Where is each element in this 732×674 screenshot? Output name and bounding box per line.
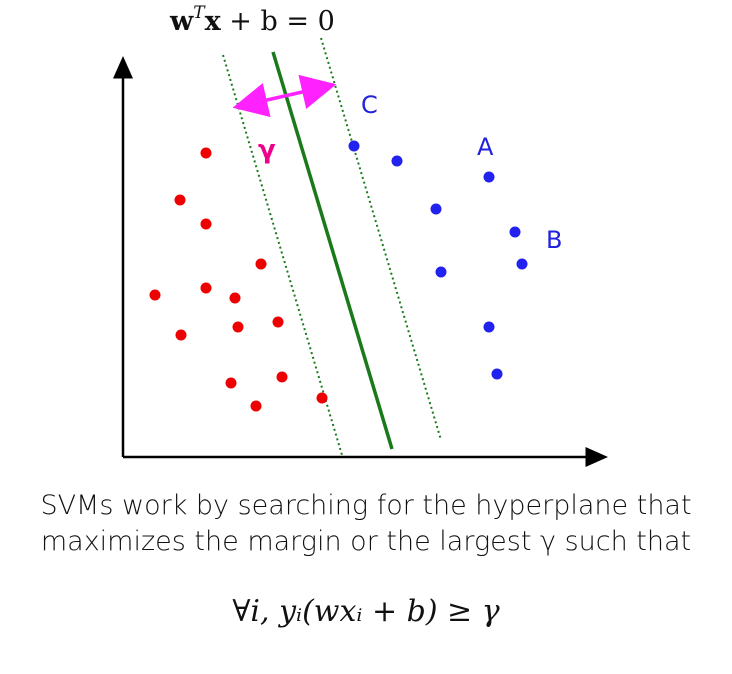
- positive-class-points: [348, 140, 528, 380]
- label-C: C: [361, 91, 378, 119]
- red-point: [229, 292, 241, 304]
- constraint-formula: ∀i, yᵢ(wxᵢ + b) ≥ γ: [232, 594, 500, 629]
- hyperplane-line: [271, 51, 394, 450]
- margin-line-right: [320, 37, 442, 441]
- red-point: [250, 400, 262, 412]
- margin-arrow: [232, 74, 337, 118]
- red-point: [149, 289, 161, 301]
- blue-point-C: [348, 140, 360, 152]
- red-point: [232, 321, 244, 333]
- blue-point: [435, 266, 447, 278]
- red-point: [200, 282, 212, 294]
- caption: SVMs work by searching for the hyperplan…: [0, 488, 732, 560]
- red-point: [200, 218, 212, 230]
- blue-point-B: [516, 258, 528, 270]
- red-point: [272, 316, 284, 328]
- label-B: B: [546, 226, 562, 254]
- blue-point: [509, 226, 521, 238]
- hyperplane-equation: wTx + b = 0: [169, 3, 335, 37]
- red-point: [316, 392, 328, 404]
- blue-point: [391, 155, 403, 167]
- red-point: [225, 377, 237, 389]
- caption-line-2: maximizes the margin or the largest γ su…: [40, 526, 692, 557]
- blue-point: [430, 203, 442, 215]
- red-point: [255, 258, 267, 270]
- gamma-label: γ: [258, 135, 276, 165]
- red-point: [174, 194, 186, 206]
- blue-point: [491, 368, 503, 380]
- blue-point: [483, 321, 495, 333]
- label-A: A: [477, 133, 494, 161]
- red-point: [200, 147, 212, 159]
- red-point: [175, 329, 187, 341]
- blue-point-A: [483, 171, 495, 183]
- negative-class-points: [149, 147, 328, 412]
- caption-line-1: SVMs work by searching for the hyperplan…: [40, 490, 692, 521]
- red-point: [276, 371, 288, 383]
